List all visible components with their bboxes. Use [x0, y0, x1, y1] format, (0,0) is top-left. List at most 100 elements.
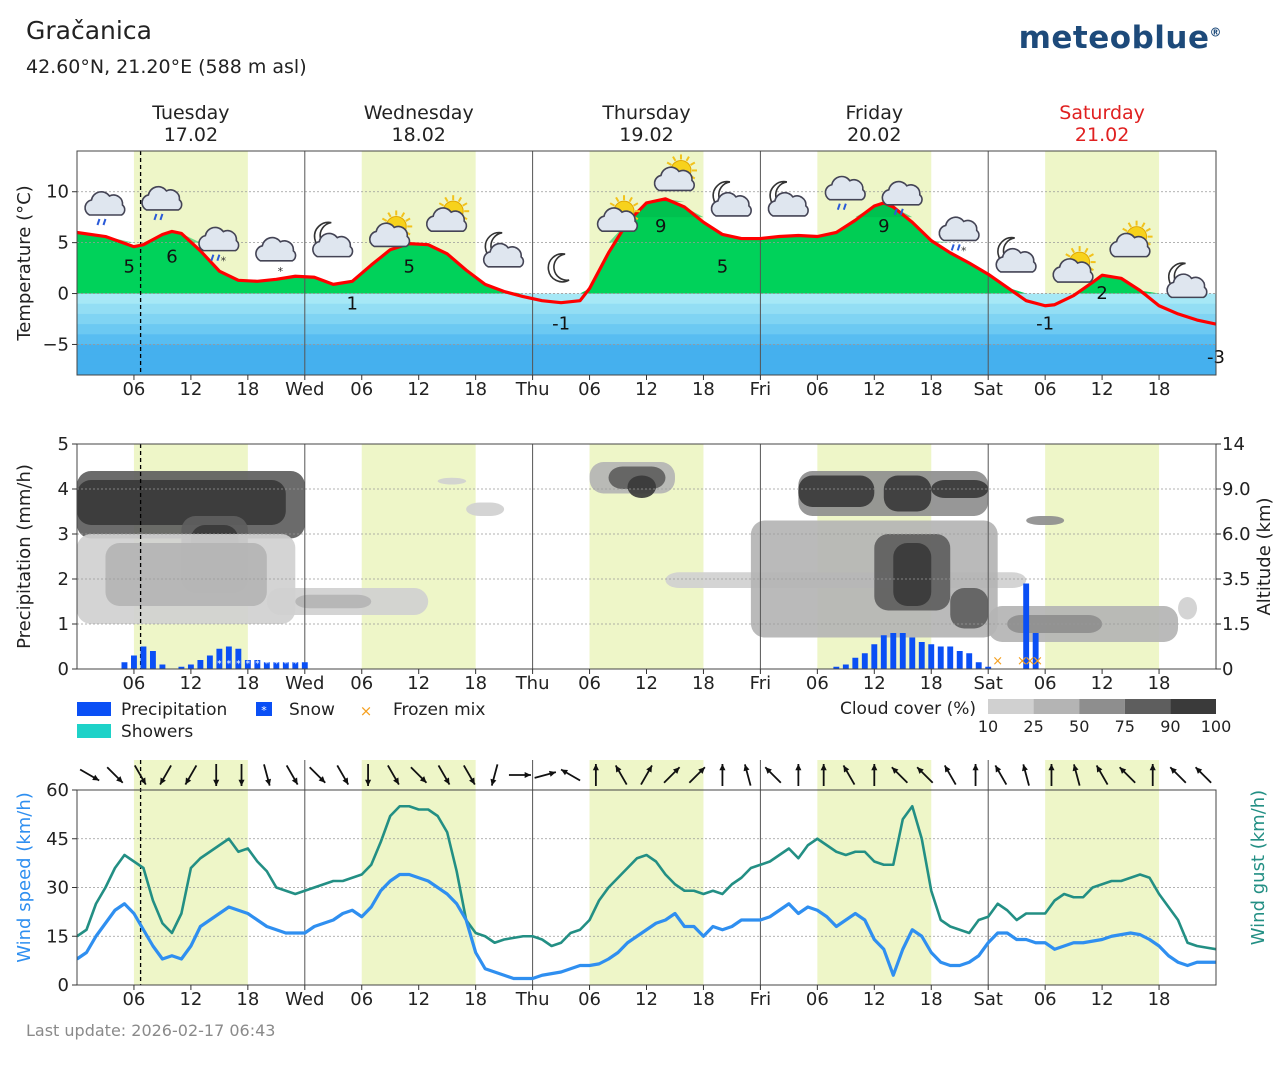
precipitation-bar — [159, 664, 166, 669]
x-tick-label: 06 — [806, 379, 829, 400]
x-tick-label: 12 — [407, 989, 430, 1010]
frozen-mix-mark: × — [1032, 654, 1043, 669]
precipitation-bar — [254, 660, 261, 669]
wind-direction-arrow — [159, 765, 172, 785]
sun-ray — [381, 217, 388, 222]
wind-direction-arrow — [743, 764, 752, 786]
wind-direction-arrow — [285, 765, 299, 785]
legend-frozen-label: Frozen mix — [393, 700, 485, 720]
y-tick-label: 45 — [46, 829, 69, 850]
cloud-blob — [627, 475, 656, 498]
cloud-sleet-icon: * — [938, 216, 980, 257]
precipitation-bar — [909, 637, 916, 669]
arrow-head — [524, 771, 531, 779]
cloud-blob — [77, 480, 286, 525]
arrow-head — [213, 779, 220, 786]
sun-ray — [405, 217, 411, 222]
arrow-head — [443, 777, 450, 785]
day-date: 17.02 — [164, 124, 218, 146]
moon-cloud-icon — [1166, 262, 1208, 299]
legend-snow-star: * — [261, 704, 267, 717]
x-tick-label: Sat — [973, 379, 1003, 400]
sun-cloud-icon — [1109, 220, 1153, 258]
precipitation-bar — [928, 644, 935, 669]
daylight-band — [361, 444, 476, 669]
wind-direction-arrow — [534, 770, 557, 779]
sun-ray — [1145, 227, 1151, 233]
arrow-head — [891, 767, 899, 774]
cloud-blob — [883, 475, 932, 512]
cloud-shape — [1166, 273, 1208, 299]
cloud-rain-icon — [141, 185, 183, 221]
precipitation-axis-label: Precipitation (mm/h) — [14, 464, 35, 649]
cloud-shape — [938, 216, 980, 242]
precipitation-panel: * * * * * * * * * × ×××01234501.53.56.09.014Precip… — [14, 434, 1275, 694]
rain-drop — [842, 203, 847, 211]
cloud-shape — [767, 191, 809, 217]
x-tick-label: 06 — [806, 989, 829, 1010]
cloud-shape — [198, 226, 240, 252]
sun-ray — [666, 161, 672, 166]
cloud-blob — [950, 588, 989, 629]
precipitation-bar — [273, 662, 280, 669]
y-tick-label: 2 — [58, 569, 69, 590]
x-tick-label: 18 — [1148, 673, 1171, 694]
sun-cloud-icon — [653, 154, 697, 192]
x-tick-label: Fri — [750, 673, 771, 694]
day-date: 20.02 — [847, 124, 901, 146]
wind-direction-arrow — [336, 765, 350, 785]
precipitation-bar — [842, 664, 849, 669]
moon-cloud-icon — [312, 221, 354, 258]
arrow-head — [820, 764, 827, 771]
precipitation-bar — [263, 662, 270, 669]
arrow-head — [743, 764, 750, 772]
rain-drop — [210, 254, 215, 261]
day-name: Wednesday — [364, 102, 474, 124]
x-tick-label: 18 — [236, 379, 259, 400]
wind-direction-arrow — [640, 765, 653, 785]
arrow-head — [719, 764, 726, 771]
arrow-head — [561, 769, 569, 776]
cloud-blob — [893, 543, 932, 606]
wind-speed-axis-label: Wind speed (km/h) — [14, 792, 35, 963]
legend-cloud-title: Cloud cover (%) — [840, 699, 976, 719]
rain-drop — [956, 244, 961, 251]
day-name: Tuesday — [151, 102, 229, 124]
cloud-shape — [596, 207, 639, 232]
precipitation-bar — [301, 662, 308, 669]
cloud-rain-icon — [824, 175, 866, 211]
temperature-line — [77, 197, 1216, 326]
arrow-head — [944, 765, 951, 773]
y-tick-label: 15 — [46, 926, 69, 947]
sun-ray — [1122, 227, 1128, 233]
precipitation-bar — [1023, 583, 1030, 669]
x-tick-label: 06 — [122, 989, 145, 1010]
cloud-shape — [84, 191, 126, 216]
x-tick-label: 06 — [578, 989, 601, 1010]
precipitation-bar — [197, 660, 204, 669]
x-tick-label: Wed — [285, 379, 324, 400]
moon-cloud-icon — [767, 180, 809, 217]
moon-cloud-icon — [482, 231, 525, 268]
y2-tick-label: 9.0 — [1222, 479, 1251, 500]
arrow-head — [160, 777, 166, 785]
y2-tick-label: 3.5 — [1222, 569, 1251, 590]
day-date: 18.02 — [391, 124, 445, 146]
x-tick-label: Thu — [515, 673, 550, 694]
x-tick-label: Wed — [285, 673, 324, 694]
arrow-head — [490, 778, 497, 786]
arrow-head — [646, 765, 652, 773]
day-date: 19.02 — [619, 124, 673, 146]
wind-gust-axis-label: Wind gust (km/h) — [1248, 790, 1269, 945]
wind-direction-arrow — [184, 765, 198, 785]
x-tick-label: 12 — [1091, 989, 1114, 1010]
rain-drop — [836, 203, 841, 211]
wind-direction-arrow — [410, 766, 428, 784]
y2-tick-label: 6.0 — [1222, 524, 1251, 545]
x-tick-label: 06 — [1034, 989, 1057, 1010]
moon-crescent — [547, 253, 570, 283]
sun-ray — [1065, 253, 1071, 258]
arrow-head — [139, 777, 146, 785]
y-tick-label: −5 — [42, 334, 69, 355]
